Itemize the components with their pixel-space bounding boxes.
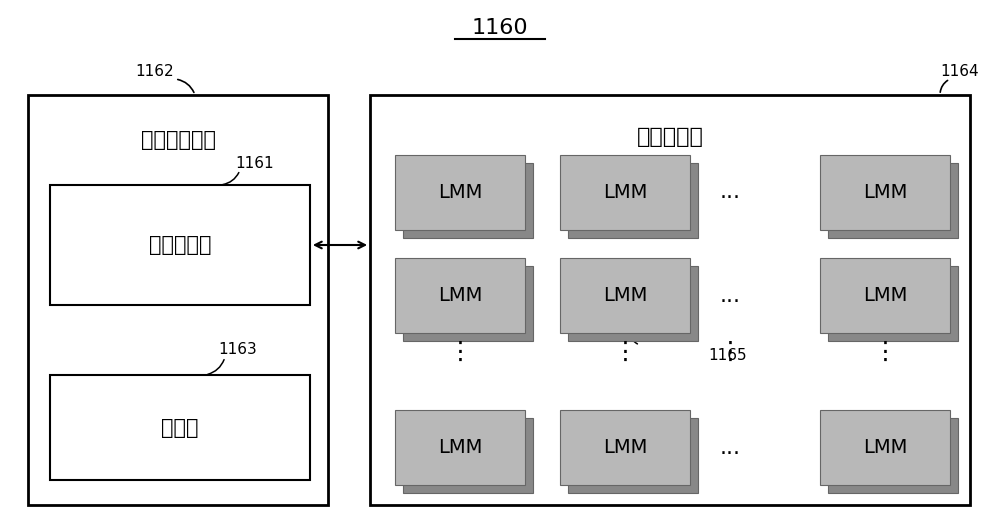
Bar bbox=[568, 418, 698, 493]
Text: 级别构造器: 级别构造器 bbox=[149, 235, 211, 255]
Bar bbox=[403, 163, 533, 238]
Text: ...: ... bbox=[720, 286, 740, 306]
Bar bbox=[28, 95, 328, 505]
Text: 级别配置单元: 级别配置单元 bbox=[140, 130, 216, 150]
FancyArrowPatch shape bbox=[315, 242, 365, 248]
Text: ⋮: ⋮ bbox=[612, 340, 638, 364]
Bar bbox=[50, 375, 310, 480]
Bar bbox=[50, 185, 310, 305]
Bar bbox=[370, 95, 970, 505]
Text: LMM: LMM bbox=[438, 438, 482, 457]
Text: 素数表: 素数表 bbox=[161, 417, 199, 437]
Bar bbox=[403, 266, 533, 341]
FancyArrowPatch shape bbox=[223, 172, 239, 185]
Text: ...: ... bbox=[720, 437, 740, 458]
Bar bbox=[395, 155, 525, 230]
Text: ...: ... bbox=[720, 183, 740, 203]
Text: 1165: 1165 bbox=[708, 348, 747, 362]
Text: LMM: LMM bbox=[438, 286, 482, 305]
Bar bbox=[568, 266, 698, 341]
Bar bbox=[828, 163, 958, 238]
Bar bbox=[395, 410, 525, 485]
Bar bbox=[828, 418, 958, 493]
Text: LMM: LMM bbox=[603, 183, 647, 202]
Text: LMM: LMM bbox=[603, 286, 647, 305]
Bar bbox=[560, 258, 690, 333]
Text: LMM: LMM bbox=[603, 438, 647, 457]
Text: 1161: 1161 bbox=[235, 156, 274, 170]
Text: 1163: 1163 bbox=[218, 342, 257, 358]
Bar bbox=[568, 163, 698, 238]
Bar bbox=[560, 155, 690, 230]
FancyArrowPatch shape bbox=[631, 336, 637, 344]
Bar bbox=[828, 266, 958, 341]
Text: LMM: LMM bbox=[863, 286, 907, 305]
Text: 模乘运算器: 模乘运算器 bbox=[637, 127, 703, 147]
Bar bbox=[820, 410, 950, 485]
Bar bbox=[560, 410, 690, 485]
Text: ⋮: ⋮ bbox=[718, 340, 742, 364]
Text: LMM: LMM bbox=[863, 183, 907, 202]
Text: ⋮: ⋮ bbox=[448, 340, 473, 364]
Text: LMM: LMM bbox=[438, 183, 482, 202]
Text: 1162: 1162 bbox=[136, 65, 174, 79]
FancyArrowPatch shape bbox=[940, 80, 948, 92]
Bar bbox=[395, 258, 525, 333]
Bar bbox=[820, 155, 950, 230]
FancyArrowPatch shape bbox=[208, 360, 224, 375]
Bar bbox=[403, 418, 533, 493]
Bar bbox=[820, 258, 950, 333]
Text: LMM: LMM bbox=[863, 438, 907, 457]
Text: 1160: 1160 bbox=[472, 18, 528, 38]
Text: ⋮: ⋮ bbox=[872, 340, 898, 364]
Text: 1164: 1164 bbox=[940, 65, 979, 79]
FancyArrowPatch shape bbox=[178, 79, 194, 93]
